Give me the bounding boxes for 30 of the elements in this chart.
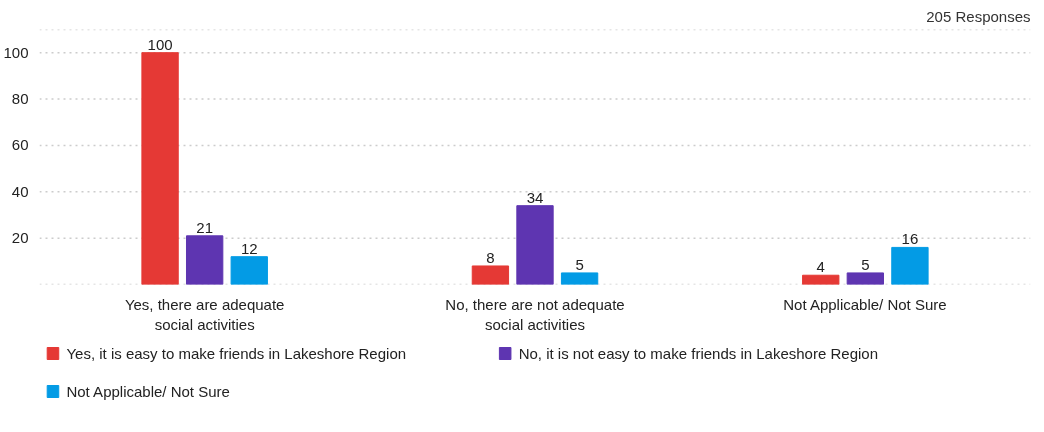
- data-label: 34: [526, 188, 544, 206]
- data-label: 8: [486, 248, 495, 266]
- y-tick-label: 60: [11, 136, 29, 154]
- data-label: 4: [816, 258, 825, 276]
- x-tick-label: Yes, there are adequate social activities: [124, 295, 285, 333]
- y-tick-label: 20: [11, 229, 29, 247]
- bar: [560, 272, 599, 285]
- legend-label: Not Applicable/ Not Sure: [66, 383, 230, 400]
- bar: [846, 272, 884, 285]
- bar: [186, 235, 224, 285]
- chart-title: 205 Responses: [926, 7, 1031, 25]
- data-label: 5: [861, 255, 870, 273]
- data-label: 5: [575, 255, 584, 273]
- data-label: 12: [240, 239, 258, 257]
- x-tick-label: No, there are not adequate social activities: [445, 295, 625, 333]
- data-label: 16: [901, 230, 919, 248]
- bar: [141, 52, 179, 285]
- bar: [891, 246, 929, 285]
- y-tick-label: 100: [3, 43, 29, 61]
- legend-label: Yes, it is easy to make friends in Lakeshore Region: [66, 345, 407, 362]
- y-tick-label: 40: [11, 182, 29, 200]
- x-tick-label: Not Applicable/ Not Sure: [783, 295, 947, 313]
- y-tick-label: 80: [11, 90, 29, 108]
- bar: [516, 205, 554, 285]
- legend-label: No, it is not easy to make friends in Lakeshore Region: [518, 345, 878, 362]
- bar: [230, 256, 268, 285]
- data-label: 100: [147, 35, 173, 53]
- bar: [471, 265, 510, 285]
- data-label: 21: [196, 218, 214, 236]
- bar: [802, 274, 840, 285]
